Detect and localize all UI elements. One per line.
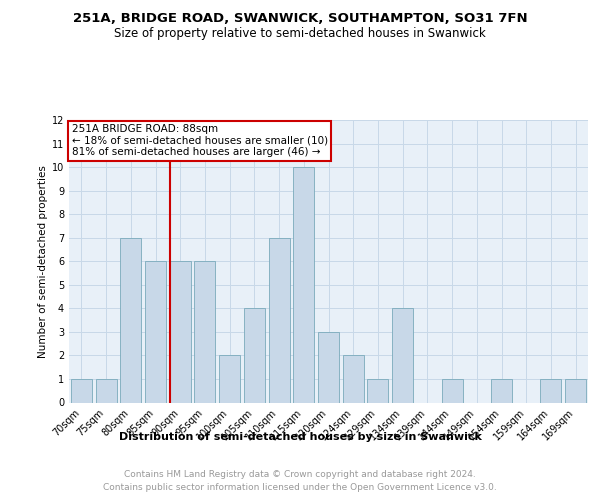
Text: 251A, BRIDGE ROAD, SWANWICK, SOUTHAMPTON, SO31 7FN: 251A, BRIDGE ROAD, SWANWICK, SOUTHAMPTON… [73, 12, 527, 26]
Bar [95, 379, 116, 402]
Bar [491, 379, 512, 402]
Text: Contains HM Land Registry data © Crown copyright and database right 2024.: Contains HM Land Registry data © Crown c… [124, 470, 476, 479]
Bar [392, 308, 413, 402]
Text: Contains public sector information licensed under the Open Government Licence v3: Contains public sector information licen… [103, 484, 497, 492]
Bar [343, 356, 364, 403]
Text: Size of property relative to semi-detached houses in Swanwick: Size of property relative to semi-detach… [114, 28, 486, 40]
Bar [71, 379, 92, 402]
Bar [541, 379, 562, 402]
Bar [565, 379, 586, 402]
Y-axis label: Number of semi-detached properties: Number of semi-detached properties [38, 165, 47, 358]
Bar [269, 238, 290, 402]
Bar [293, 167, 314, 402]
Bar [194, 261, 215, 402]
Text: Distribution of semi-detached houses by size in Swanwick: Distribution of semi-detached houses by … [119, 432, 481, 442]
Bar [145, 261, 166, 402]
Bar [219, 356, 240, 403]
Bar [170, 261, 191, 402]
Bar [442, 379, 463, 402]
Bar [120, 238, 141, 402]
Bar [244, 308, 265, 402]
Bar [367, 379, 388, 402]
Text: 251A BRIDGE ROAD: 88sqm
← 18% of semi-detached houses are smaller (10)
81% of se: 251A BRIDGE ROAD: 88sqm ← 18% of semi-de… [71, 124, 328, 158]
Bar [318, 332, 339, 402]
